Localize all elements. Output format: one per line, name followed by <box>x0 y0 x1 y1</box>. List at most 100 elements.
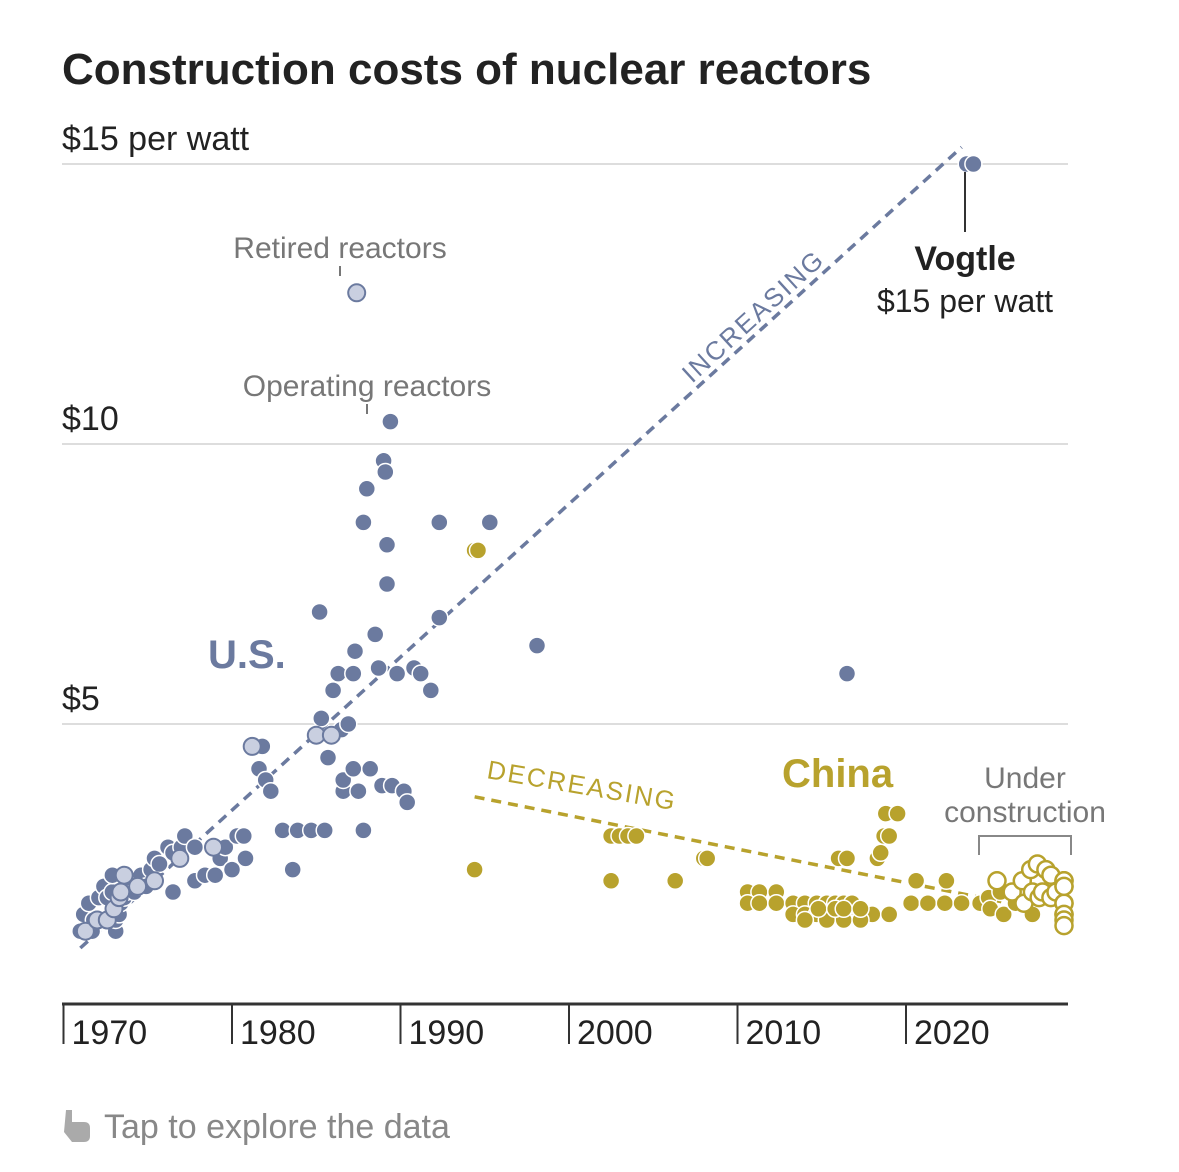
us-reactor-point[interactable] <box>397 793 417 812</box>
us-reactor-point[interactable] <box>323 681 343 700</box>
under-construction-bracket <box>978 835 1072 855</box>
china-reactor-point[interactable] <box>879 826 899 846</box>
us-reactor-point[interactable] <box>222 860 242 879</box>
us-reactor-point[interactable] <box>964 154 983 174</box>
us-reactor-point[interactable] <box>345 641 365 661</box>
retired-reactor-point[interactable] <box>321 725 341 745</box>
x-axis: 1970 1980 1990 2000 2010 2020 <box>62 1002 1068 1052</box>
china-reactor-point[interactable] <box>871 843 890 863</box>
retired-reactor-point[interactable] <box>114 865 134 885</box>
retired-reactor-point[interactable] <box>145 871 164 891</box>
retired-reactor-point[interactable] <box>111 882 131 902</box>
china-reactor-point[interactable] <box>697 849 717 868</box>
us-reactor-point[interactable] <box>421 681 441 700</box>
china-reactor-point[interactable] <box>750 893 769 913</box>
us-reactor-point[interactable] <box>236 849 255 868</box>
y-tick-label: $5 <box>62 680 100 718</box>
retired-reactor-point[interactable] <box>204 837 223 857</box>
china-reactor-point[interactable] <box>809 899 828 919</box>
us-reactor-point[interactable] <box>163 882 183 902</box>
under-construction-label-line1: Under <box>984 762 1066 795</box>
us-reactor-point[interactable] <box>430 513 449 532</box>
china-reactor-point[interactable] <box>851 899 870 919</box>
us-reactor-point[interactable] <box>318 748 338 767</box>
us-reactor-point[interactable] <box>365 625 385 644</box>
china-reactor-point[interactable] <box>468 541 488 560</box>
us-reactor-point[interactable] <box>837 664 857 683</box>
us-reactor-point[interactable] <box>354 513 373 532</box>
china-reactor-point[interactable] <box>879 905 899 924</box>
china-reactor-point[interactable] <box>601 871 621 891</box>
china-reactor-point[interactable] <box>937 871 956 891</box>
trendlines <box>79 145 1038 950</box>
china-reactor-point[interactable] <box>767 893 786 913</box>
us-reactor-point[interactable] <box>344 664 363 683</box>
vogtle-label: Vogtle <box>914 240 1015 278</box>
x-tick-label: 2020 <box>914 1014 990 1052</box>
us-reactor-point[interactable] <box>381 412 400 431</box>
footer-link[interactable]: Tap to explore the data <box>64 1108 450 1146</box>
china-reactor-point[interactable] <box>795 910 815 930</box>
retired-reactor-point[interactable] <box>170 848 190 868</box>
vogtle-value: $15 per watt <box>877 283 1053 319</box>
us-reactor-point[interactable] <box>376 462 395 482</box>
us-reactor-point[interactable] <box>185 837 205 857</box>
under-construction-point[interactable] <box>1054 876 1074 897</box>
decreasing-trend-label: DECREASING <box>485 754 679 816</box>
china-reactor-point[interactable] <box>952 893 971 913</box>
retired-reactor-point[interactable] <box>75 921 95 941</box>
us-reactor-point[interactable] <box>312 709 331 728</box>
operating-reactors-label: Operating reactors <box>243 370 491 403</box>
retired-reactor-point[interactable] <box>242 736 262 756</box>
us-reactor-point[interactable] <box>234 826 254 846</box>
x-tick-label: 1970 <box>72 1014 148 1052</box>
x-tick-label: 2000 <box>577 1014 653 1052</box>
under-construction-point[interactable] <box>987 871 1007 891</box>
china-reactor-point[interactable] <box>465 860 484 879</box>
us-reactor-point[interactable] <box>369 658 388 678</box>
footer-text[interactable]: Tap to explore the data <box>104 1108 450 1146</box>
us-reactor-point[interactable] <box>205 865 225 885</box>
y-tick-label: $15 per watt <box>62 120 250 158</box>
us-reactor-point[interactable] <box>411 664 430 683</box>
us-reactor-point[interactable] <box>283 860 302 879</box>
china-reactor-point[interactable] <box>834 899 853 919</box>
china-reactor-point[interactable] <box>906 871 926 891</box>
us-reactor-point[interactable] <box>354 821 373 840</box>
us-series-label: U.S. <box>208 633 286 677</box>
china-reactor-point[interactable] <box>837 849 857 868</box>
chart-title: Construction costs of nuclear reactors <box>62 45 871 94</box>
us-reactor-point[interactable] <box>430 608 449 627</box>
china-reactor-point[interactable] <box>918 893 938 913</box>
us-reactor-point[interactable] <box>150 854 169 874</box>
china-reactor-point[interactable] <box>627 826 646 846</box>
retired-reactor-point[interactable] <box>347 283 367 303</box>
under-construction-point[interactable] <box>1054 915 1074 936</box>
us-reactor-point[interactable] <box>261 781 281 801</box>
china-reactor-point[interactable] <box>665 871 685 891</box>
retired-reactor-point[interactable] <box>128 876 148 896</box>
under-construction-label-line2: construction <box>944 796 1106 829</box>
trendline-decreasing <box>474 795 1038 911</box>
china-reactor-point[interactable] <box>935 893 955 913</box>
us-reactor-point[interactable] <box>339 714 358 734</box>
x-tick-label: 1990 <box>409 1014 485 1052</box>
us-reactor-point[interactable] <box>377 535 397 555</box>
data-points[interactable] <box>71 154 1074 941</box>
us-reactor-point[interactable] <box>387 664 407 683</box>
china-reactor-point[interactable] <box>888 804 907 823</box>
us-reactor-point[interactable] <box>349 781 368 801</box>
x-tick-label: 2010 <box>746 1014 822 1052</box>
us-reactor-point[interactable] <box>357 479 377 499</box>
us-reactor-point[interactable] <box>310 602 329 622</box>
china-reactor-point[interactable] <box>901 893 921 913</box>
china-reactor-point[interactable] <box>994 905 1013 924</box>
us-reactor-point[interactable] <box>315 821 334 840</box>
us-reactor-point[interactable] <box>344 759 363 779</box>
us-reactor-point[interactable] <box>480 513 500 532</box>
us-reactor-point[interactable] <box>527 636 547 655</box>
us-reactor-point[interactable] <box>377 574 397 594</box>
y-axis-labels: $15 per watt $10 $5 <box>62 120 250 718</box>
us-reactor-point[interactable] <box>360 759 380 779</box>
